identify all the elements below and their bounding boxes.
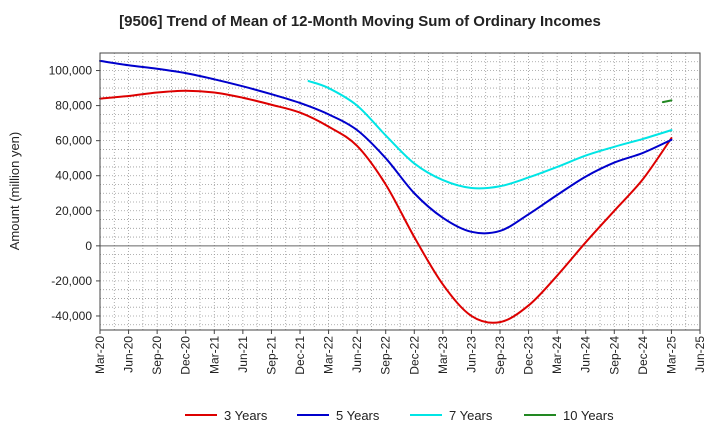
x-tick-label: Sep-21 (264, 336, 278, 375)
x-tick-label: Jun-23 (464, 336, 478, 373)
x-tick-label: Mar-24 (550, 336, 564, 374)
y-axis-ticks: 100,000 80,000 60,000 40,000 20,000 0 -20,000 -… (49, 64, 100, 323)
x-tick-label: Mar-22 (322, 336, 336, 374)
y-tick-label: 60,000 (55, 134, 92, 148)
x-tick-label: Dec-21 (293, 336, 307, 375)
y-tick-label: 0 (85, 239, 92, 253)
x-tick-label: Jun-20 (122, 336, 136, 373)
series-lines (99, 59, 673, 324)
x-tick-label: Jun-22 (350, 336, 364, 373)
y-tick-label: -20,000 (51, 274, 92, 288)
y-tick-label: 80,000 (55, 99, 92, 113)
x-tick-label: Dec-20 (179, 336, 193, 375)
y-tick-label: 100,000 (49, 64, 93, 78)
x-tick-label: Dec-22 (407, 336, 421, 375)
x-tick-label: Mar-25 (664, 336, 678, 374)
x-tick-label: Mar-21 (207, 336, 221, 374)
x-tick-label: Jun-25 (693, 336, 707, 373)
chart-title: [9506] Trend of Mean of 12-Month Moving … (119, 13, 601, 30)
x-tick-label: Sep-20 (150, 336, 164, 375)
plot-frame (99, 52, 701, 331)
x-tick-label: Sep-24 (607, 336, 621, 375)
y-tick-label: 40,000 (55, 169, 92, 183)
legend-label-3: 7 Years (449, 408, 493, 423)
series-line-4 (661, 99, 673, 104)
legend: 3 Years 5 Years 7 Years 10 Years (185, 408, 614, 423)
x-tick-label: Jun-21 (236, 336, 250, 373)
x-tick-label: Dec-23 (522, 336, 536, 375)
x-axis-ticks: Mar-20 Jun-20 Sep-20 Dec-20 Mar-21 Jun-21 Sep-… (93, 330, 707, 375)
legend-label-4: 10 Years (563, 408, 614, 423)
x-tick-label: Jun-24 (579, 336, 593, 373)
y-tick-label: 20,000 (55, 204, 92, 218)
x-tick-label: Dec-24 (636, 336, 650, 375)
legend-label-2: 5 Years (336, 408, 380, 423)
series-line-2 (99, 59, 673, 235)
y-tick-label: -40,000 (51, 309, 92, 323)
legend-label-1: 3 Years (224, 408, 268, 423)
x-tick-label: Sep-23 (493, 336, 507, 375)
series-line-3 (307, 80, 673, 190)
x-tick-label: Mar-20 (93, 336, 107, 374)
x-tick-label: Mar-23 (436, 336, 450, 374)
x-tick-label: Sep-22 (379, 336, 393, 375)
series-line-1 (99, 89, 673, 324)
grid (100, 53, 700, 330)
y-axis-title: Amount (million yen) (7, 132, 22, 251)
